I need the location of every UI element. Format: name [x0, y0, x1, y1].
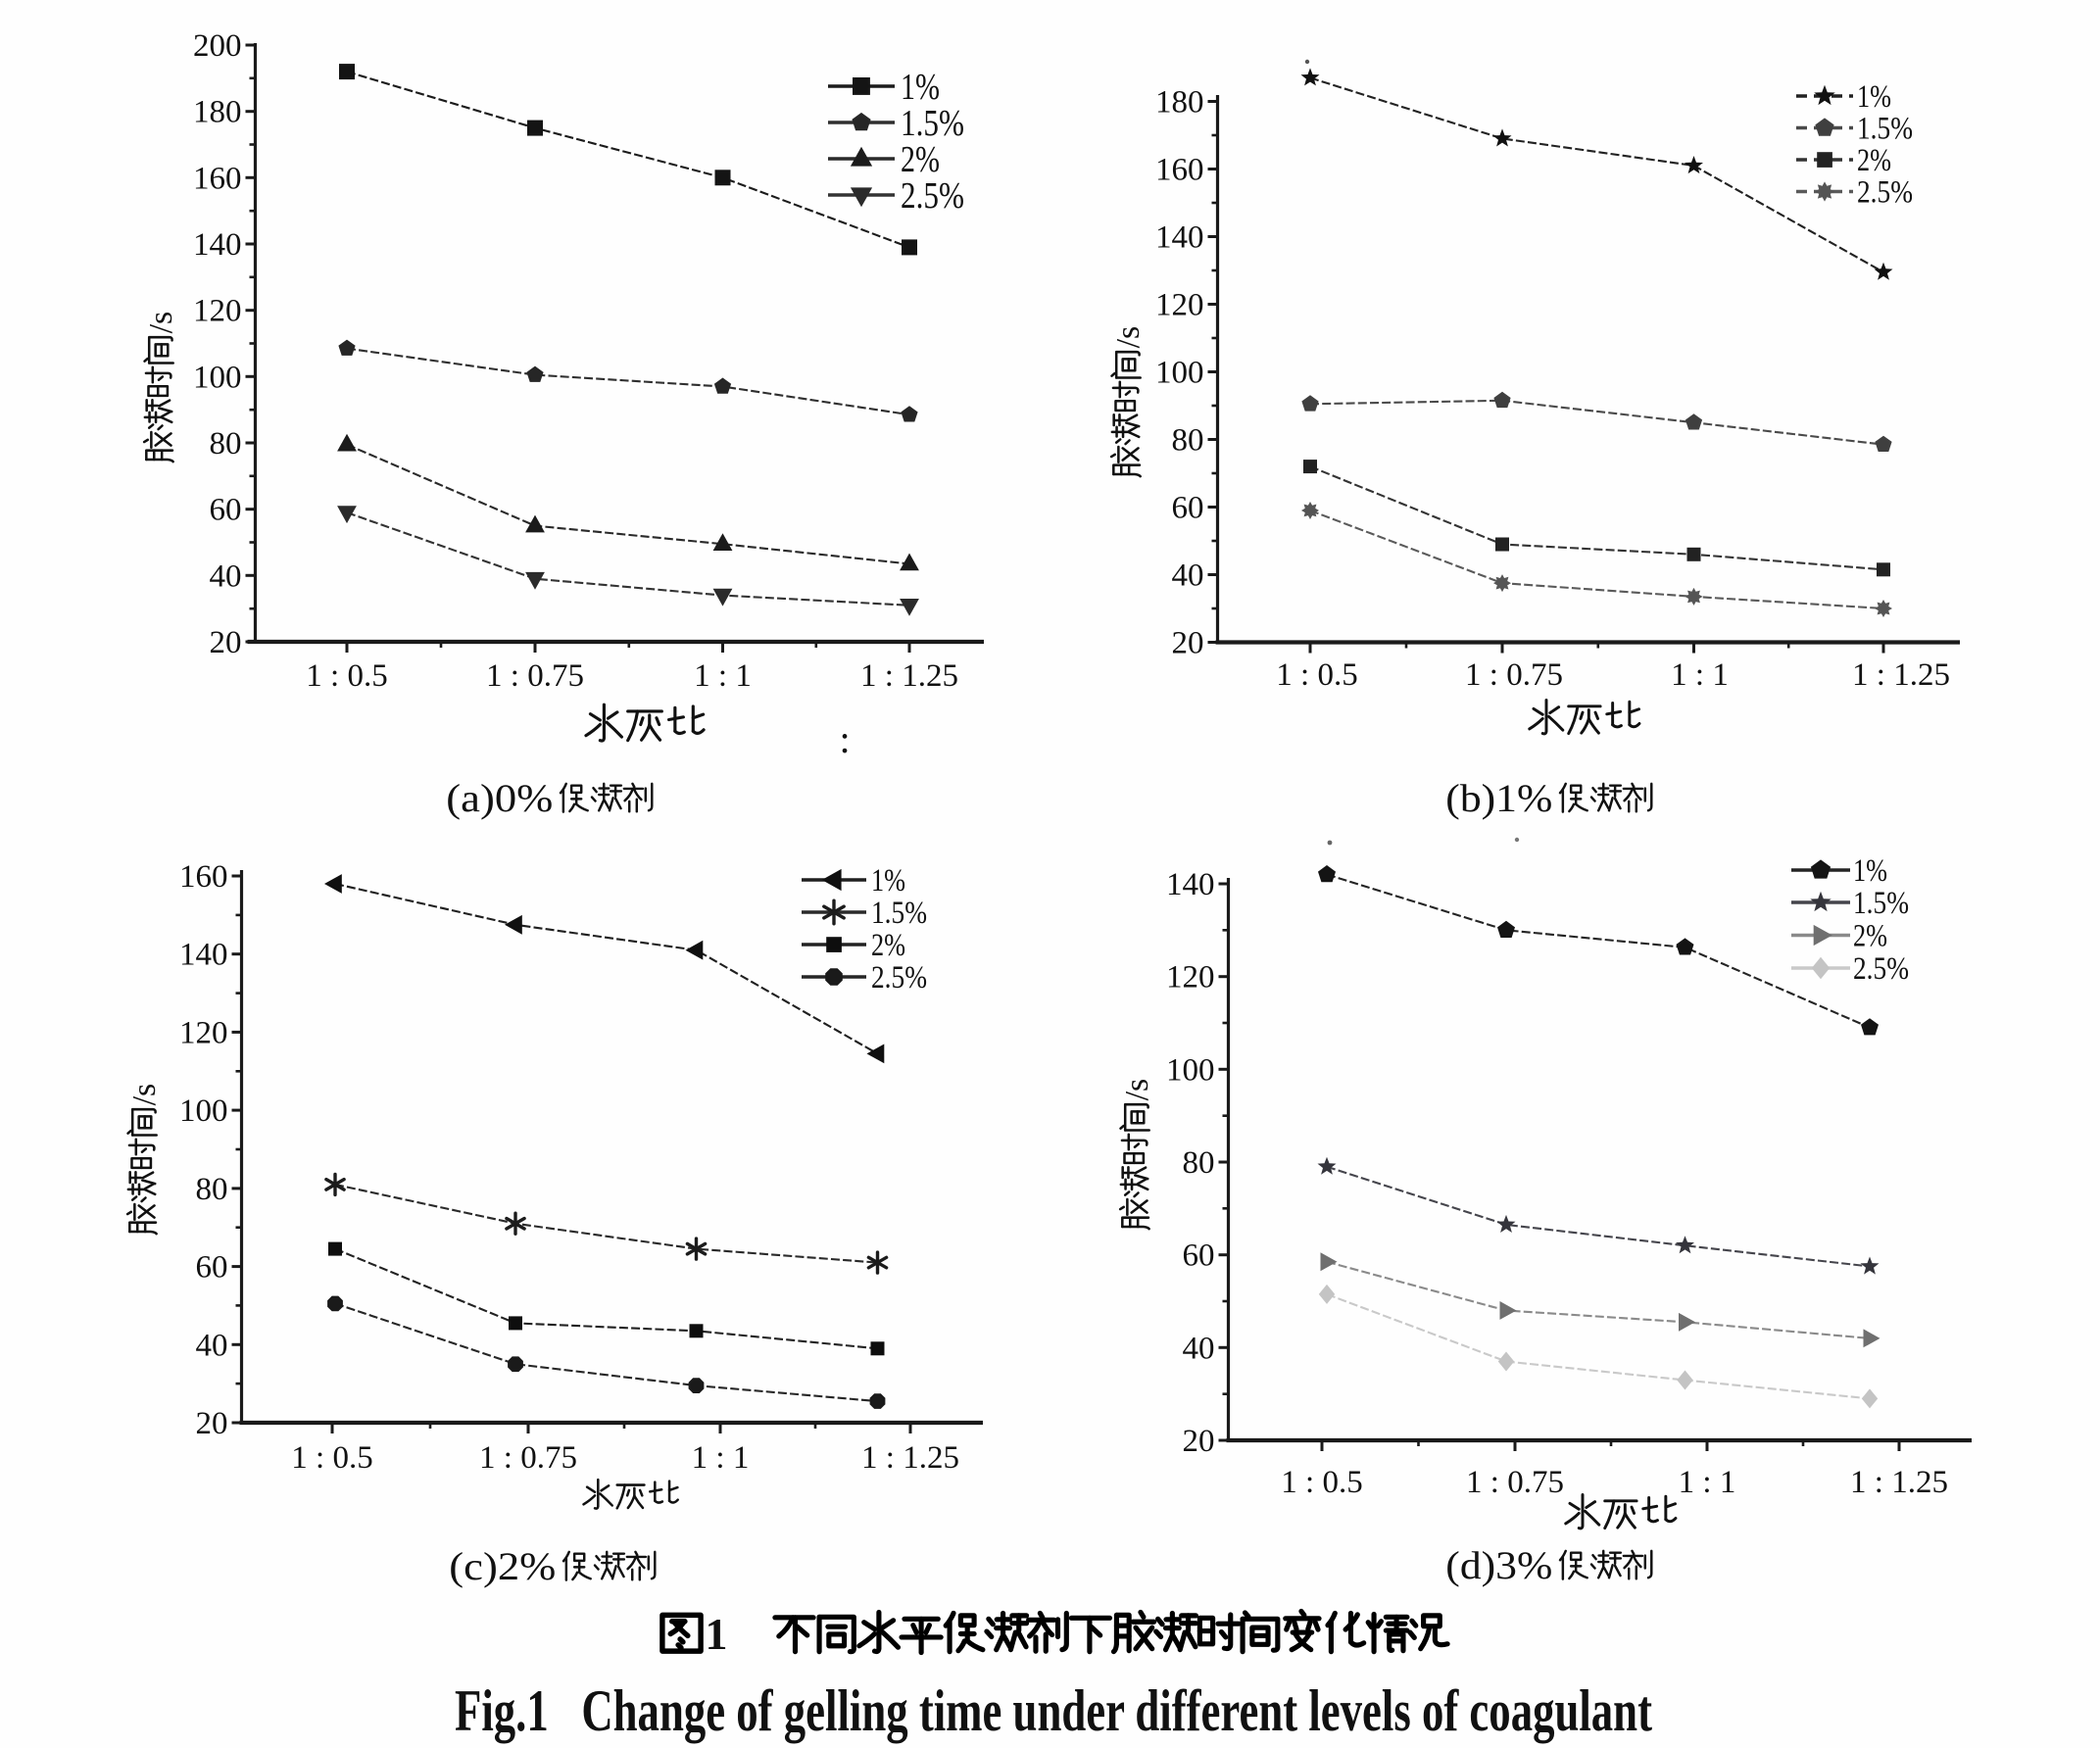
svg-text:120: 120 [179, 1015, 228, 1050]
svg-text:80: 80 [210, 426, 242, 461]
svg-text:40: 40 [196, 1328, 228, 1363]
svg-text:1 : 1.25: 1 : 1.25 [1850, 1465, 1948, 1500]
svg-text:1 : 0.5: 1 : 0.5 [306, 658, 387, 694]
svg-text:160: 160 [179, 859, 228, 895]
svg-text:120: 120 [193, 294, 242, 329]
svg-text:1%: 1% [1853, 853, 1887, 889]
svg-text:/s: /s [1119, 1079, 1155, 1101]
svg-text:40: 40 [1183, 1331, 1215, 1366]
svg-text:180: 180 [1155, 85, 1204, 121]
svg-text:60: 60 [196, 1250, 228, 1286]
svg-text:40: 40 [1172, 558, 1204, 594]
svg-text:120: 120 [1166, 960, 1215, 995]
svg-text:180: 180 [193, 95, 242, 130]
svg-text:2%: 2% [901, 139, 940, 180]
svg-text:1 : 0.75: 1 : 0.75 [479, 1440, 577, 1476]
svg-text:/s: /s [1110, 326, 1147, 349]
svg-text:100: 100 [179, 1093, 228, 1129]
svg-text:2.5%: 2.5% [901, 175, 964, 217]
svg-text:160: 160 [1155, 153, 1204, 188]
svg-text:2%: 2% [871, 928, 905, 963]
svg-text:(d)3%: (d)3% [1445, 1543, 1552, 1587]
svg-text:40: 40 [210, 558, 242, 594]
svg-text:1 : 0.75: 1 : 0.75 [1466, 1465, 1564, 1500]
svg-text:2.5%: 2.5% [1857, 175, 1913, 211]
svg-text:1%: 1% [1857, 79, 1891, 115]
svg-text:1 : 1: 1 : 1 [694, 658, 752, 694]
svg-text:/s: /s [143, 312, 179, 334]
svg-text:1 : 0.5: 1 : 0.5 [1281, 1465, 1362, 1500]
svg-text:80: 80 [1172, 423, 1204, 459]
svg-text:1.5%: 1.5% [1857, 112, 1913, 147]
svg-text:140: 140 [1155, 220, 1204, 256]
svg-text:1 : 0.5: 1 : 0.5 [1276, 657, 1357, 693]
svg-text:20: 20 [1172, 626, 1204, 661]
svg-text:Fig.1 Change of gelling time: Fig.1 Change of gelling time under diffe… [455, 1678, 1652, 1743]
svg-text::: : [839, 717, 850, 761]
svg-text:100: 100 [193, 360, 242, 395]
svg-text:2%: 2% [1853, 919, 1887, 954]
svg-text:1 : 0.5: 1 : 0.5 [291, 1440, 372, 1476]
svg-text:160: 160 [193, 161, 242, 196]
svg-text:/s: /s [126, 1084, 163, 1106]
svg-text:(c)2%: (c)2% [449, 1544, 556, 1588]
svg-text:2%: 2% [1857, 143, 1891, 178]
svg-text:2.5%: 2.5% [1853, 951, 1909, 987]
svg-text:(b)1%: (b)1% [1445, 776, 1552, 820]
svg-text:1 : 1.25: 1 : 1.25 [861, 1440, 959, 1476]
svg-text:100: 100 [1166, 1052, 1215, 1088]
svg-text:1.5%: 1.5% [871, 896, 927, 931]
svg-text:60: 60 [1183, 1238, 1215, 1274]
svg-text:1: 1 [706, 1609, 728, 1659]
svg-text:1%: 1% [871, 863, 905, 898]
svg-text:140: 140 [179, 938, 228, 973]
svg-text:2.5%: 2.5% [871, 960, 927, 995]
svg-text:80: 80 [1183, 1145, 1215, 1181]
svg-text:1.5%: 1.5% [901, 103, 964, 144]
svg-text:1 : 1: 1 : 1 [1679, 1465, 1736, 1500]
svg-text:20: 20 [1183, 1424, 1215, 1459]
svg-text:1 : 0.75: 1 : 0.75 [486, 658, 584, 694]
svg-text:120: 120 [1155, 288, 1204, 323]
svg-text:140: 140 [1166, 867, 1215, 902]
svg-text:80: 80 [196, 1172, 228, 1207]
svg-text:60: 60 [1172, 491, 1204, 526]
svg-text:1%: 1% [901, 67, 940, 108]
svg-text:1 : 1.25: 1 : 1.25 [860, 658, 958, 694]
svg-text:20: 20 [196, 1406, 228, 1441]
svg-text:1.5%: 1.5% [1853, 886, 1909, 921]
svg-text:100: 100 [1155, 356, 1204, 391]
svg-text:200: 200 [193, 28, 242, 64]
svg-text:(a)0%: (a)0% [446, 776, 553, 820]
svg-text:1 : 1: 1 : 1 [1671, 657, 1729, 693]
svg-text:1 : 1: 1 : 1 [692, 1440, 750, 1476]
svg-text:140: 140 [193, 227, 242, 263]
svg-text:20: 20 [210, 625, 242, 660]
svg-text:1 : 1.25: 1 : 1.25 [1852, 657, 1950, 693]
svg-text:1 : 0.75: 1 : 0.75 [1465, 657, 1563, 693]
svg-text:60: 60 [210, 493, 242, 528]
